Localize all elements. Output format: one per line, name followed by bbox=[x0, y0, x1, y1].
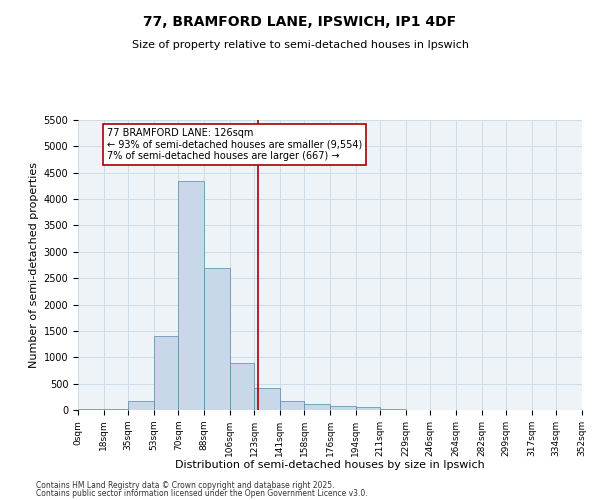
Bar bbox=[280, 401, 304, 410]
Text: Contains HM Land Registry data © Crown copyright and database right 2025.: Contains HM Land Registry data © Crown c… bbox=[36, 481, 335, 490]
Bar bbox=[254, 388, 280, 410]
Bar bbox=[356, 407, 380, 410]
Bar bbox=[230, 362, 254, 410]
Bar bbox=[204, 268, 230, 410]
Text: Contains public sector information licensed under the Open Government Licence v3: Contains public sector information licen… bbox=[36, 488, 368, 498]
Bar bbox=[304, 404, 330, 410]
Y-axis label: Number of semi-detached properties: Number of semi-detached properties bbox=[29, 162, 40, 368]
Bar bbox=[154, 336, 178, 410]
Bar bbox=[178, 180, 204, 410]
Bar bbox=[330, 406, 356, 410]
Bar bbox=[380, 408, 406, 410]
X-axis label: Distribution of semi-detached houses by size in Ipswich: Distribution of semi-detached houses by … bbox=[175, 460, 485, 470]
Text: Size of property relative to semi-detached houses in Ipswich: Size of property relative to semi-detach… bbox=[131, 40, 469, 50]
Text: 77, BRAMFORD LANE, IPSWICH, IP1 4DF: 77, BRAMFORD LANE, IPSWICH, IP1 4DF bbox=[143, 15, 457, 29]
Text: 77 BRAMFORD LANE: 126sqm
← 93% of semi-detached houses are smaller (9,554)
7% of: 77 BRAMFORD LANE: 126sqm ← 93% of semi-d… bbox=[107, 128, 362, 161]
Bar bbox=[128, 401, 154, 410]
